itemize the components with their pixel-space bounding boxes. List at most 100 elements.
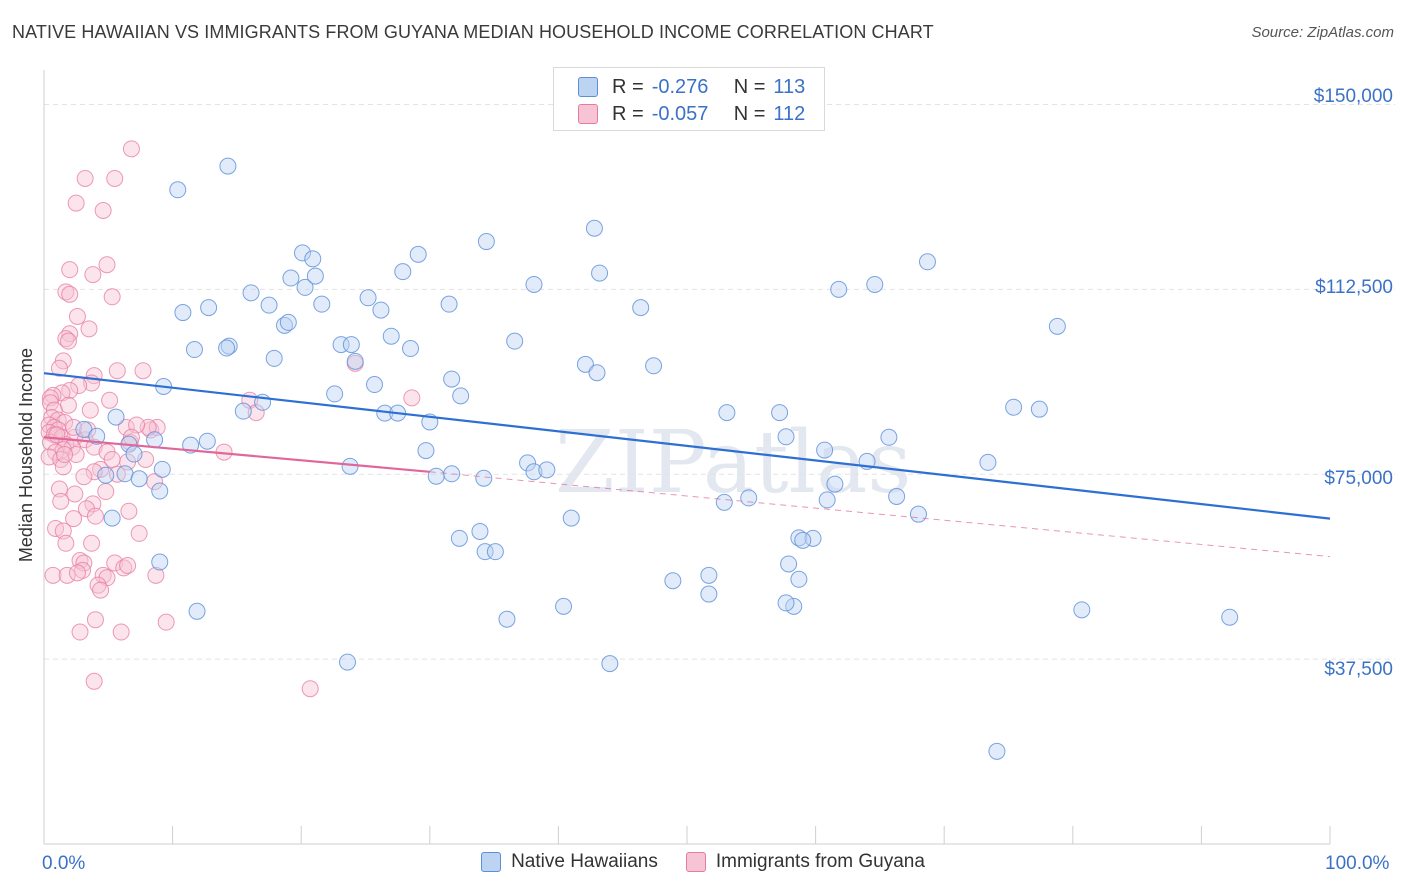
data-point-native-hawaiian: [382, 327, 400, 345]
data-point-native-hawaiian: [1005, 398, 1023, 416]
data-point-native-hawaiian: [304, 250, 322, 268]
data-point-native-hawaiian: [366, 376, 384, 394]
data-point-guyana: [58, 566, 76, 584]
data-point-guyana: [112, 623, 130, 641]
data-point-native-hawaiian: [555, 597, 573, 615]
data-point-native-hawaiian: [242, 284, 260, 302]
data-point-native-hawaiian: [601, 655, 619, 673]
r-value: -0.057: [651, 102, 709, 125]
data-point-native-hawaiian: [409, 245, 427, 263]
trend-extension-guyana: [429, 471, 1331, 558]
data-point-native-hawaiian: [306, 267, 324, 285]
data-point-native-hawaiian: [988, 742, 1006, 760]
data-point-native-hawaiian: [338, 653, 356, 671]
data-point-native-hawaiian: [1221, 608, 1239, 626]
legend-label: Immigrants from Guyana: [715, 851, 925, 872]
source-label: Source: ZipAtlas.com: [1251, 24, 1394, 41]
data-point-native-hawaiian: [326, 385, 344, 403]
data-point-native-hawaiian: [359, 289, 377, 307]
data-point-native-hawaiian: [450, 529, 468, 547]
trend-lines: [43, 372, 1331, 558]
data-point-native-hawaiian: [632, 299, 650, 317]
data-point-native-hawaiian: [525, 463, 543, 481]
data-point-guyana: [75, 468, 93, 486]
data-point-guyana: [117, 418, 135, 436]
data-point-guyana: [65, 418, 83, 436]
data-point-native-hawaiian: [282, 269, 300, 287]
data-point-native-hawaiian: [440, 295, 458, 313]
watermark: ZIPatlas: [555, 413, 911, 513]
data-point-guyana: [68, 307, 86, 325]
legend-swatch-blue: [578, 77, 598, 97]
data-point-native-hawaiian: [909, 505, 927, 523]
data-point-native-hawaiian: [313, 295, 331, 313]
data-point-guyana: [85, 672, 103, 690]
legend-row-immigrants-from-guyana: R = -0.057 N = 112: [578, 101, 805, 127]
legend-item-immigrants-from-guyana[interactable]: Immigrants from Guyana: [685, 851, 925, 873]
data-point-native-hawaiian: [777, 428, 795, 446]
data-point-native-hawaiian: [866, 275, 884, 293]
data-point-native-hawaiian: [220, 337, 238, 355]
data-point-native-hawaiian: [279, 313, 297, 331]
data-point-native-hawaiian: [346, 352, 364, 370]
data-point-native-hawaiian: [664, 572, 682, 590]
data-point-guyana: [77, 500, 95, 518]
x-tick-label-min: 0.0%: [42, 853, 86, 874]
data-point-native-hawaiian: [700, 566, 718, 584]
data-point-guyana: [59, 396, 77, 414]
data-point-native-hawaiian: [293, 244, 311, 262]
data-point-native-hawaiian: [296, 278, 314, 296]
legend-label: Native Hawaiians: [511, 851, 658, 872]
data-point-native-hawaiian: [477, 233, 495, 251]
data-point-native-hawaiian: [826, 475, 844, 493]
data-point-guyana: [57, 330, 75, 348]
data-point-guyana: [76, 169, 94, 187]
data-point-guyana: [52, 492, 70, 510]
r-label: R =: [612, 102, 644, 125]
data-point-native-hawaiian: [260, 296, 278, 314]
data-point-guyana: [92, 581, 110, 599]
legend-swatch-pink: [685, 852, 706, 872]
y-tick-label: $37,500: [1324, 659, 1393, 680]
data-point-native-hawaiian: [394, 263, 412, 281]
y-axis-label: Median Household Income: [16, 347, 36, 563]
data-point-guyana: [71, 623, 89, 641]
legend-item-native-hawaiians[interactable]: Native Hawaiians: [481, 851, 658, 873]
data-point-native-hawaiian: [332, 336, 350, 354]
data-point-native-hawaiian: [700, 585, 718, 603]
data-point-native-hawaiian: [1073, 601, 1091, 619]
data-point-guyana: [403, 389, 421, 407]
n-label: N =: [733, 75, 766, 98]
data-point-native-hawaiian: [794, 531, 812, 549]
series-native-hawaiians: [75, 157, 1239, 760]
data-point-native-hawaiian: [880, 428, 898, 446]
data-point-guyana: [247, 404, 265, 422]
data-point-native-hawaiian: [1048, 317, 1066, 335]
data-point-guyana: [44, 566, 62, 584]
data-point-native-hawaiian: [591, 264, 609, 282]
data-point-native-hawaiian: [588, 364, 606, 382]
data-point-native-hawaiian: [771, 404, 789, 422]
data-point-guyana: [130, 524, 148, 542]
data-point-native-hawaiian: [116, 465, 134, 483]
data-point-guyana: [80, 320, 98, 338]
data-point-guyana: [75, 554, 93, 572]
data-point-guyana: [94, 202, 112, 220]
data-point-native-hawaiian: [218, 339, 236, 357]
n-value: 112: [773, 102, 806, 125]
data-point-guyana: [57, 534, 75, 552]
data-point-guyana: [103, 288, 121, 306]
data-point-native-hawaiian: [740, 489, 758, 507]
data-point-guyana: [81, 401, 99, 419]
data-point-native-hawaiian: [471, 522, 489, 540]
data-point-native-hawaiian: [918, 253, 936, 271]
legend-swatch-pink: [578, 104, 598, 124]
data-point-guyana: [119, 556, 137, 574]
data-point-native-hawaiian: [417, 442, 435, 460]
y-tick-label: $150,000: [1313, 86, 1393, 107]
data-point-native-hawaiian: [452, 387, 470, 405]
data-point-native-hawaiian: [476, 543, 494, 561]
data-point-native-hawaiian: [153, 460, 171, 478]
data-point-guyana: [61, 285, 79, 303]
